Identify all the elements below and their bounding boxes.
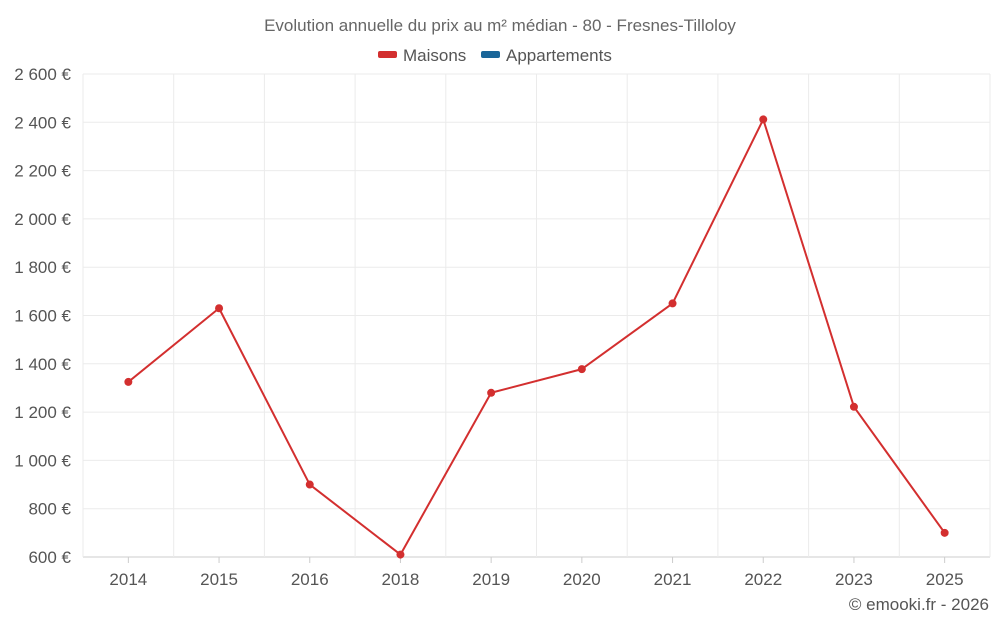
x-tick-label: 2015 [200, 570, 238, 589]
legend-item-appartements[interactable]: Appartements [481, 46, 612, 65]
legend-item-maisons[interactable]: Maisons [378, 46, 466, 65]
x-axis-ticks: 2014 2015 2016 2018 2019 2020 2021 2022 2023 2025 [109, 557, 964, 589]
y-tick-label: 1 600 € [14, 307, 71, 326]
x-tick-label: 2019 [472, 570, 510, 589]
y-tick-label: 2 200 € [14, 162, 71, 181]
data-point[interactable] [487, 388, 496, 397]
legend-swatch-maisons [378, 51, 397, 58]
y-tick-label: 1 000 € [14, 451, 71, 470]
legend-label-maisons: Maisons [403, 46, 466, 65]
y-tick-label: 2 400 € [14, 113, 71, 132]
data-point[interactable] [124, 377, 133, 386]
chart-title: Evolution annuelle du prix au m² médian … [264, 16, 736, 35]
legend-swatch-appartements [481, 51, 500, 58]
x-tick-label: 2023 [835, 570, 873, 589]
x-tick-label: 2025 [926, 570, 964, 589]
y-tick-label: 2 600 € [14, 65, 71, 84]
x-tick-label: 2016 [291, 570, 329, 589]
data-point[interactable] [396, 550, 405, 559]
x-tick-label: 2018 [382, 570, 420, 589]
data-point[interactable] [668, 299, 677, 308]
data-point[interactable] [215, 304, 224, 313]
x-tick-label: 2020 [563, 570, 601, 589]
y-tick-label: 2 000 € [14, 210, 71, 229]
y-tick-label: 800 € [28, 500, 71, 519]
y-tick-label: 600 € [28, 548, 71, 567]
y-tick-label: 1 800 € [14, 258, 71, 277]
legend: Maisons Appartements [378, 46, 612, 65]
series-line-maisons [127, 118, 946, 556]
data-point[interactable] [849, 402, 858, 411]
data-point[interactable] [305, 480, 314, 489]
x-tick-label: 2022 [744, 570, 782, 589]
series-layer [124, 115, 949, 559]
credits-text[interactable]: © emooki.fr - 2026 [849, 595, 989, 614]
x-tick-label: 2021 [654, 570, 692, 589]
y-axis-ticks: 600 € 800 € 1 000 € 1 200 € 1 400 € 1 600 € 1 … [14, 65, 71, 567]
x-tick-label: 2014 [109, 570, 147, 589]
x-gridlines [82, 74, 991, 557]
data-point[interactable] [940, 528, 949, 537]
y-tick-label: 1 400 € [14, 355, 71, 374]
y-tick-label: 1 200 € [14, 403, 71, 422]
data-point[interactable] [577, 365, 586, 374]
legend-label-appartements: Appartements [506, 46, 612, 65]
data-point[interactable] [759, 115, 768, 124]
